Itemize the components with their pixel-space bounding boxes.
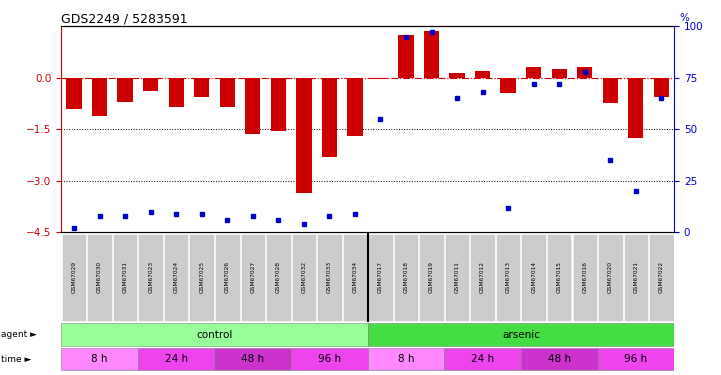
Text: GDS2249 / 5283591: GDS2249 / 5283591 — [61, 12, 188, 25]
Text: GSM67034: GSM67034 — [353, 261, 358, 293]
FancyBboxPatch shape — [624, 234, 648, 321]
FancyBboxPatch shape — [470, 234, 495, 321]
Text: 24 h: 24 h — [164, 354, 187, 364]
FancyBboxPatch shape — [420, 234, 444, 321]
Text: GSM67015: GSM67015 — [557, 261, 562, 293]
Bar — [577, 68, 593, 78]
Bar — [66, 78, 81, 109]
Bar — [628, 78, 644, 138]
FancyBboxPatch shape — [190, 234, 214, 321]
Text: GSM67011: GSM67011 — [454, 261, 459, 293]
FancyBboxPatch shape — [521, 348, 598, 370]
Bar — [245, 78, 260, 134]
Bar — [603, 78, 618, 104]
Text: 96 h: 96 h — [318, 354, 341, 364]
FancyBboxPatch shape — [61, 348, 138, 370]
Text: GSM67031: GSM67031 — [123, 261, 128, 293]
Text: arsenic: arsenic — [502, 330, 540, 339]
FancyBboxPatch shape — [368, 234, 393, 321]
Bar — [552, 69, 567, 78]
FancyBboxPatch shape — [138, 234, 163, 321]
Text: GSM67022: GSM67022 — [659, 261, 664, 293]
Bar — [194, 78, 209, 97]
Text: GSM67030: GSM67030 — [97, 261, 102, 293]
Text: 48 h: 48 h — [548, 354, 571, 364]
Text: control: control — [196, 330, 233, 339]
Bar — [475, 71, 490, 78]
Text: GSM67026: GSM67026 — [225, 261, 230, 293]
Text: GSM67028: GSM67028 — [276, 261, 281, 293]
FancyBboxPatch shape — [164, 234, 188, 321]
FancyBboxPatch shape — [547, 234, 572, 321]
FancyBboxPatch shape — [317, 234, 342, 321]
Text: GSM67014: GSM67014 — [531, 261, 536, 293]
FancyBboxPatch shape — [368, 348, 444, 370]
Text: GSM67033: GSM67033 — [327, 261, 332, 293]
Text: GSM67032: GSM67032 — [301, 261, 306, 293]
FancyBboxPatch shape — [445, 234, 469, 321]
FancyBboxPatch shape — [291, 234, 316, 321]
Text: GSM67020: GSM67020 — [608, 261, 613, 293]
FancyBboxPatch shape — [215, 348, 291, 370]
Text: 8 h: 8 h — [92, 354, 108, 364]
Text: 24 h: 24 h — [471, 354, 494, 364]
Bar — [654, 78, 669, 97]
Bar — [373, 78, 388, 80]
FancyBboxPatch shape — [62, 234, 87, 321]
FancyBboxPatch shape — [394, 234, 418, 321]
FancyBboxPatch shape — [266, 234, 291, 321]
Text: GSM67021: GSM67021 — [633, 261, 638, 293]
FancyBboxPatch shape — [598, 234, 622, 321]
Bar — [92, 78, 107, 116]
FancyBboxPatch shape — [291, 348, 368, 370]
Bar — [118, 78, 133, 102]
Text: GSM67024: GSM67024 — [174, 261, 179, 293]
Bar — [449, 73, 465, 78]
FancyBboxPatch shape — [649, 234, 673, 321]
Bar — [322, 78, 337, 157]
Bar — [500, 78, 516, 93]
Bar — [424, 32, 439, 78]
FancyBboxPatch shape — [215, 234, 239, 321]
Text: GSM67017: GSM67017 — [378, 261, 383, 293]
Text: 96 h: 96 h — [624, 354, 647, 364]
FancyBboxPatch shape — [368, 323, 674, 346]
Text: agent ►: agent ► — [1, 330, 37, 339]
FancyBboxPatch shape — [521, 234, 546, 321]
Bar — [348, 78, 363, 136]
Text: %: % — [680, 13, 689, 24]
Text: GSM67013: GSM67013 — [505, 261, 510, 293]
Text: 8 h: 8 h — [398, 354, 415, 364]
Text: GSM67018: GSM67018 — [404, 261, 409, 293]
Text: GSM67019: GSM67019 — [429, 261, 434, 293]
FancyBboxPatch shape — [61, 323, 368, 346]
Bar — [220, 78, 235, 107]
FancyBboxPatch shape — [572, 234, 597, 321]
Text: GSM67023: GSM67023 — [148, 261, 153, 293]
Text: GSM67029: GSM67029 — [71, 261, 76, 293]
Text: GSM67025: GSM67025 — [199, 261, 204, 293]
FancyBboxPatch shape — [87, 234, 112, 321]
Text: GSM67027: GSM67027 — [250, 261, 255, 293]
Bar — [526, 68, 541, 78]
Bar — [398, 35, 414, 78]
FancyBboxPatch shape — [342, 234, 367, 321]
Bar — [169, 78, 184, 107]
FancyBboxPatch shape — [598, 348, 674, 370]
FancyBboxPatch shape — [496, 234, 521, 321]
Text: 48 h: 48 h — [242, 354, 265, 364]
FancyBboxPatch shape — [241, 234, 265, 321]
Bar — [296, 78, 311, 193]
Text: time ►: time ► — [1, 354, 31, 363]
FancyBboxPatch shape — [113, 234, 138, 321]
Bar — [270, 78, 286, 131]
FancyBboxPatch shape — [444, 348, 521, 370]
FancyBboxPatch shape — [138, 348, 215, 370]
Text: GSM67016: GSM67016 — [583, 261, 588, 293]
Bar — [143, 78, 159, 92]
Text: GSM67012: GSM67012 — [480, 261, 485, 293]
